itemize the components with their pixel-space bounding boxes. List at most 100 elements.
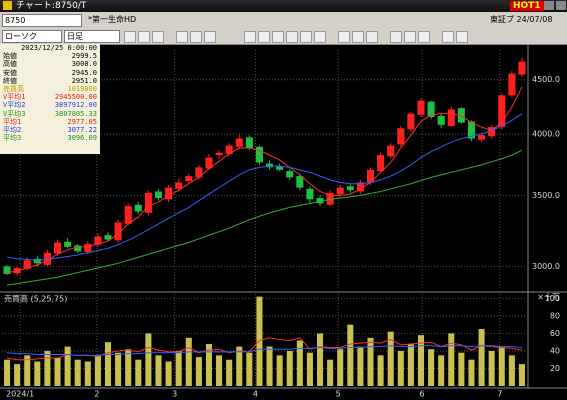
- candle-body: [43, 252, 51, 265]
- x-tick-label: 7: [497, 390, 502, 399]
- tool-button[interactable]: [442, 31, 454, 43]
- tool-button[interactable]: [338, 31, 350, 43]
- info-value: 2977.05: [67, 117, 97, 126]
- info-row: 高値 3008.0: [0, 60, 100, 68]
- volume-bar: [195, 357, 202, 386]
- tool-button[interactable]: [366, 31, 378, 43]
- volume-bar: [4, 359, 11, 386]
- candle-body: [336, 187, 344, 195]
- tool-button[interactable]: [272, 31, 284, 43]
- volume-bar: [397, 350, 404, 386]
- minimize-button[interactable]: [544, 1, 554, 10]
- candle-body: [165, 187, 173, 200]
- volume-bar: [34, 361, 41, 386]
- volume-bar: [24, 355, 31, 386]
- info-value: 3008.0: [71, 60, 97, 69]
- candle-body: [387, 145, 395, 157]
- info-label: 平均2: [3, 126, 22, 135]
- volume-bar: [135, 359, 142, 386]
- info-row: 終値 2951.0: [0, 77, 100, 85]
- candle-body: [205, 157, 213, 169]
- tool-button[interactable]: [314, 31, 326, 43]
- volume-bar: [256, 296, 263, 386]
- candle-body: [64, 241, 72, 247]
- candle-body: [266, 163, 274, 168]
- info-label: 平均1: [3, 117, 22, 126]
- tool-button[interactable]: [300, 31, 312, 43]
- candle-body: [276, 166, 284, 170]
- tool-button[interactable]: [352, 31, 364, 43]
- ma-line: [7, 345, 522, 356]
- candle-body: [94, 236, 102, 245]
- info-value: 1019800: [67, 85, 97, 94]
- info-value: 3807805.33: [54, 109, 97, 118]
- candle-body: [508, 73, 516, 96]
- candle-body: [215, 152, 223, 156]
- candle-body: [286, 171, 294, 178]
- info-value: 2951.0: [71, 76, 97, 85]
- tool-button[interactable]: [204, 31, 216, 43]
- candle-body: [326, 192, 334, 205]
- tool-button[interactable]: [138, 31, 150, 43]
- volume-bar: [165, 361, 172, 386]
- candle-body: [84, 243, 92, 253]
- volume-bar: [236, 346, 243, 386]
- tool-button[interactable]: [390, 31, 402, 43]
- info-value: 2945500.00: [54, 93, 97, 102]
- info-datetime: 2023/12/25 0:00:00: [21, 44, 97, 52]
- period-select[interactable]: 日足: [64, 30, 120, 43]
- panel-title: 売買高 (5,25,75): [4, 294, 67, 304]
- x-tick-label: 2024/1: [6, 390, 34, 399]
- candle-body: [498, 95, 506, 128]
- candle-body: [74, 245, 82, 252]
- x-tick-label: 5: [336, 390, 341, 399]
- candle-body: [407, 113, 415, 130]
- close-button[interactable]: [556, 1, 566, 10]
- y-tick-label: 4000.0: [532, 129, 560, 138]
- chart-kind-select[interactable]: ローソク: [2, 30, 62, 43]
- volume-bar: [14, 364, 21, 386]
- hot-badge[interactable]: HOT1: [510, 1, 544, 11]
- info-row: 売買高 1019800: [0, 85, 100, 93]
- candle-body: [124, 206, 132, 224]
- candle-body: [3, 266, 11, 274]
- candle-body: [518, 61, 526, 75]
- volume-bar: [306, 352, 313, 386]
- volume-bar: [74, 359, 81, 386]
- code-input[interactable]: 8750: [2, 14, 82, 27]
- info-label: 安値: [3, 68, 17, 77]
- info-label: V平均3: [3, 109, 26, 118]
- info-label: V平均2: [3, 101, 26, 110]
- tool-button[interactable]: [244, 31, 256, 43]
- tool-button[interactable]: [286, 31, 298, 43]
- candle-body: [346, 186, 354, 191]
- candle-body: [356, 182, 364, 192]
- tool-button[interactable]: [404, 31, 416, 43]
- volume-bar: [125, 349, 132, 386]
- y-tick-label: 100: [545, 294, 560, 303]
- volume-bar: [246, 352, 253, 386]
- info-row: 平均3 3096.09: [0, 134, 100, 142]
- volume-bar: [367, 337, 374, 386]
- toolbar-2: ローソク 日足: [0, 28, 567, 45]
- tool-button[interactable]: [418, 31, 430, 43]
- volume-bar: [44, 350, 51, 386]
- volume-bar: [478, 329, 485, 386]
- tool-button[interactable]: [176, 31, 188, 43]
- info-value: 2999.5: [71, 52, 97, 61]
- volume-bar: [216, 355, 223, 386]
- tool-button[interactable]: [258, 31, 270, 43]
- tool-button[interactable]: [456, 31, 468, 43]
- volume-bar: [94, 355, 101, 386]
- x-tick-label: 6: [419, 390, 424, 399]
- volume-bar: [438, 355, 445, 386]
- tool-button[interactable]: [124, 31, 136, 43]
- volume-bar: [518, 364, 525, 386]
- tool-button[interactable]: [152, 31, 164, 43]
- candle-body: [235, 138, 243, 147]
- volume-bar: [276, 355, 283, 386]
- tool-button[interactable]: [190, 31, 202, 43]
- candle-body: [144, 192, 152, 213]
- candle-body: [417, 100, 425, 115]
